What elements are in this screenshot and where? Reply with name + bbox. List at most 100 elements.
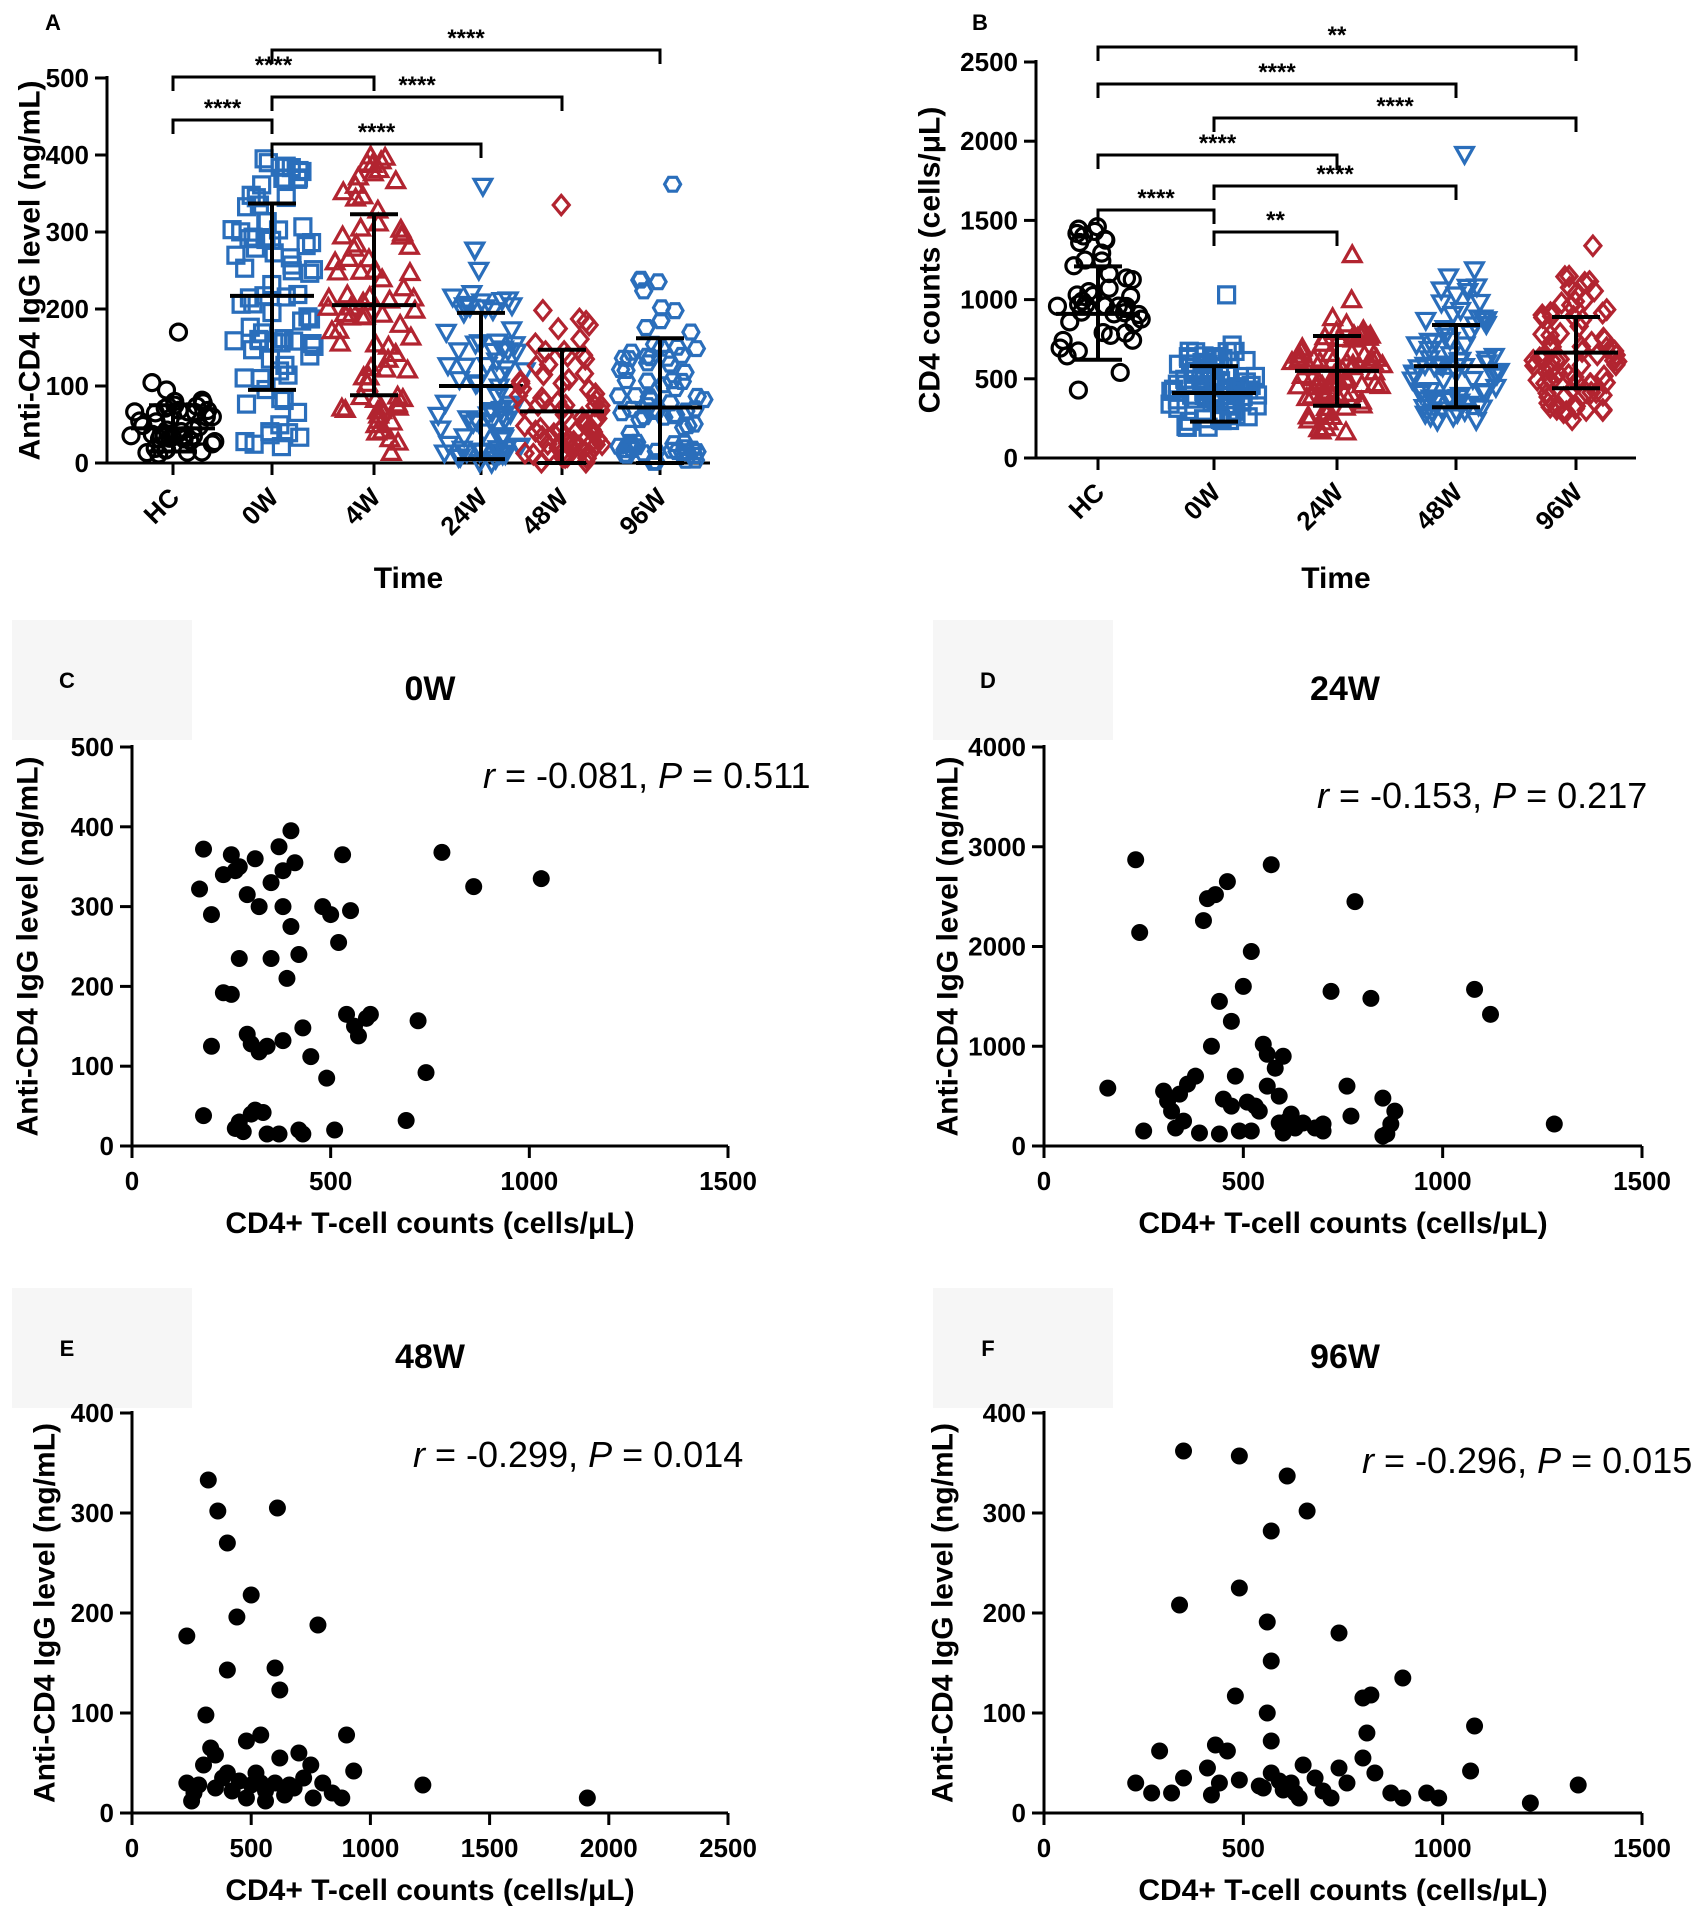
point-marker (274, 390, 294, 411)
correlation-stat: r = -0.081, P = 0.511 (483, 755, 811, 796)
point-marker (1474, 384, 1498, 405)
point-marker (160, 408, 180, 428)
point-marker (359, 144, 383, 165)
point-marker (452, 428, 476, 449)
series-0w (1160, 285, 1268, 437)
x-tick-label: 500 (230, 1833, 273, 1863)
point-marker (662, 175, 683, 193)
point-marker (336, 246, 360, 267)
y-tick-label: 200 (46, 294, 89, 324)
panel-letter: D (980, 668, 996, 693)
point-marker (224, 331, 244, 351)
scatter-point (414, 1776, 432, 1794)
point-marker (222, 220, 242, 240)
y-tick-label: 2000 (960, 126, 1018, 156)
point-marker (1321, 305, 1345, 327)
scatter-point (1270, 1772, 1288, 1790)
point-marker (351, 183, 375, 205)
scatter-points (191, 822, 550, 1143)
scatter-point (1322, 1789, 1340, 1807)
point-marker (450, 440, 474, 462)
scatter-point (271, 1749, 289, 1767)
point-marker (494, 360, 518, 381)
point-marker (1472, 311, 1496, 333)
scatter-point (1218, 1742, 1236, 1760)
x-axis-label: Time (1301, 562, 1370, 595)
point-marker (1217, 285, 1237, 305)
scatter-points (1127, 1442, 1587, 1812)
point-marker (202, 407, 222, 427)
scatter-point (1394, 1669, 1412, 1687)
point-marker (616, 361, 636, 379)
point-marker (349, 259, 373, 280)
point-marker (447, 371, 471, 392)
point-marker (1334, 311, 1359, 333)
point-marker (1307, 371, 1331, 392)
point-marker (284, 331, 304, 351)
scatter-point (1322, 982, 1340, 1000)
significance-label: **** (358, 119, 396, 146)
y-tick-label: 1500 (960, 205, 1018, 235)
point-marker (1296, 403, 1320, 425)
point-marker (1565, 289, 1586, 314)
point-marker (388, 312, 412, 333)
point-marker (1596, 335, 1617, 360)
point-marker (1563, 375, 1584, 401)
scatter-point (262, 949, 280, 967)
point-marker (338, 305, 362, 326)
point-marker (537, 432, 558, 457)
scatter-point (274, 862, 292, 880)
significance-label: **** (1376, 93, 1414, 120)
significance-bracket (270, 95, 564, 111)
scatter-point (318, 1069, 336, 1087)
scatter-point (1374, 1089, 1392, 1107)
point-marker (260, 422, 280, 442)
point-marker (585, 381, 606, 407)
point-marker (300, 309, 321, 329)
significance-label: ** (1266, 207, 1285, 234)
point-marker (1290, 335, 1314, 357)
scatter-point (1338, 1774, 1356, 1792)
scatter-point (1466, 1717, 1484, 1735)
point-marker (637, 372, 658, 390)
scatter-point (197, 1706, 215, 1724)
scatter-point (1230, 1771, 1248, 1789)
series-0w (222, 149, 324, 457)
scatter-point (274, 898, 292, 916)
point-marker (296, 235, 316, 256)
panel-letter-box (933, 620, 1113, 740)
point-marker (525, 331, 546, 356)
scatter-point (433, 843, 451, 861)
point-marker (1092, 251, 1112, 271)
point-marker (538, 352, 559, 377)
point-marker (514, 413, 535, 438)
scatter-point (1202, 1037, 1220, 1055)
scatter-point (1262, 1522, 1280, 1540)
scatter-point (214, 1769, 232, 1787)
point-marker (574, 361, 595, 386)
point-marker (1429, 281, 1453, 302)
y-tick-label: 4000 (968, 732, 1026, 762)
y-tick-label: 300 (71, 892, 114, 922)
point-marker (355, 371, 379, 392)
point-marker (403, 298, 427, 319)
y-tick-label: 400 (71, 812, 114, 842)
point-marker (1441, 305, 1465, 327)
scatter-point (1545, 1115, 1563, 1133)
point-marker (1122, 269, 1142, 290)
y-tick-label: 0 (100, 1131, 114, 1161)
point-marker (630, 411, 650, 429)
p-symbol: P (1537, 1440, 1561, 1481)
r-value: = -0.153, (1329, 775, 1492, 816)
point-marker (1560, 293, 1581, 318)
scatter-point (1298, 1502, 1316, 1520)
point-marker (1532, 322, 1553, 347)
point-marker (473, 299, 498, 320)
point-marker (1110, 362, 1130, 383)
scatter-point (1338, 1077, 1356, 1095)
scatter-point (304, 1789, 322, 1807)
point-marker (548, 316, 569, 341)
x-tick-label: 1500 (699, 1166, 757, 1196)
point-marker (490, 407, 514, 429)
point-marker (1295, 385, 1319, 407)
